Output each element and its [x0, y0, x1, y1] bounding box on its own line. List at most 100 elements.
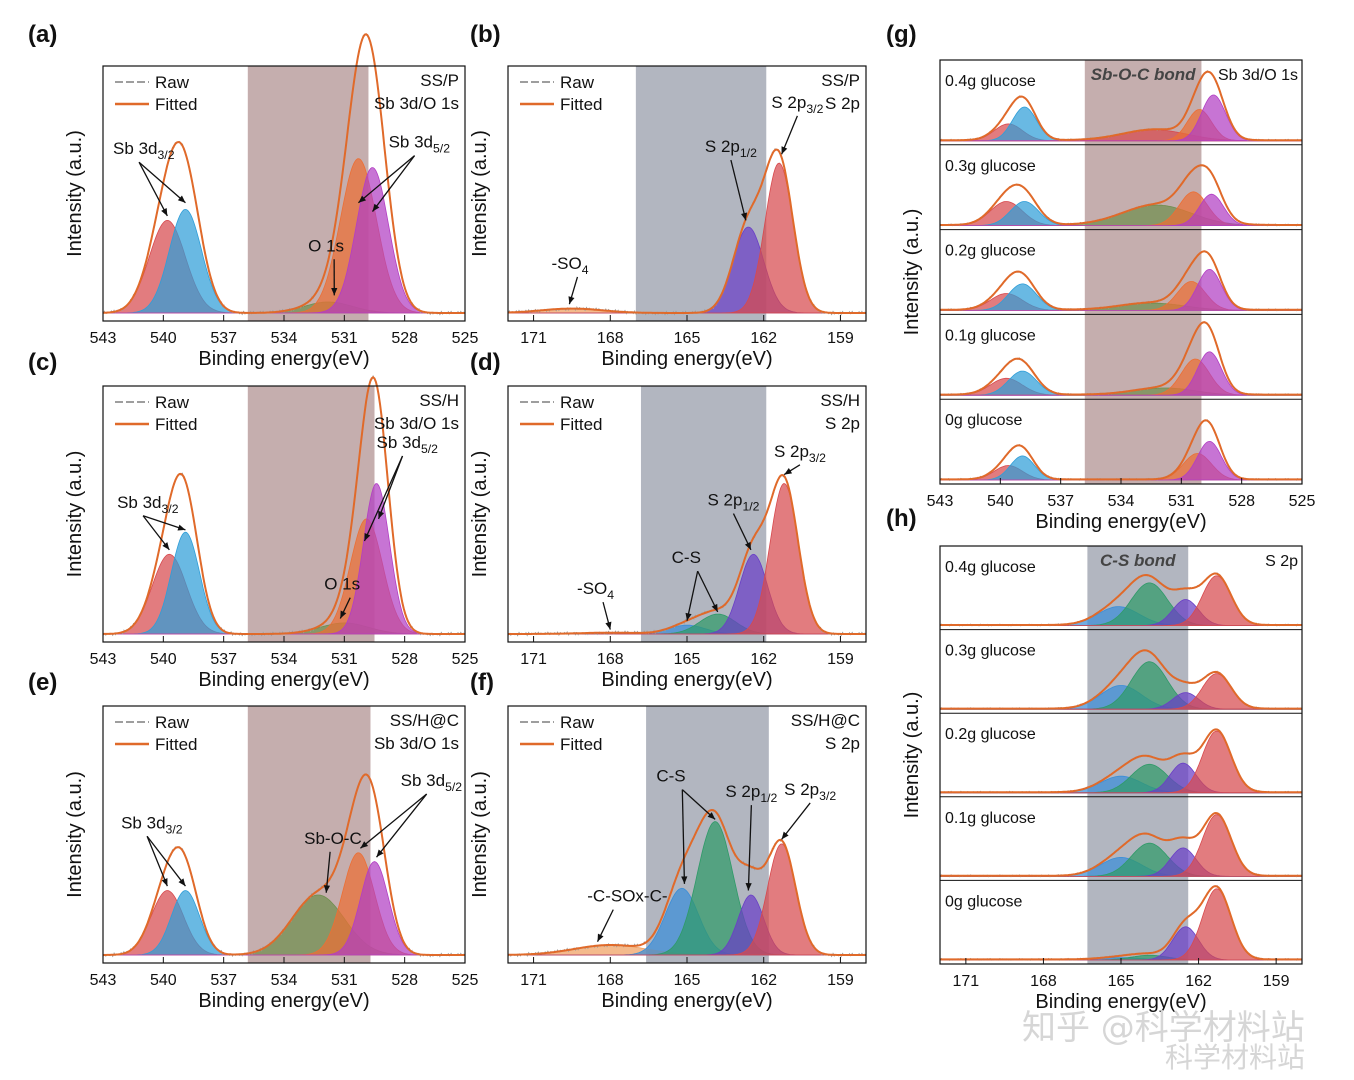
arrow-head: [568, 296, 575, 305]
region-label: Sb 3d/O 1s: [1218, 67, 1298, 84]
legend-fitted-label: Fitted: [155, 95, 198, 114]
x-tick-label: 534: [271, 972, 298, 989]
x-tick-label: 543: [90, 972, 117, 989]
row-label: 0.2g glucose: [945, 726, 1036, 743]
x-tick-label: 165: [674, 972, 701, 989]
fitted-line: [940, 164, 1302, 226]
annotation-arrow: [781, 802, 811, 840]
legend-raw-label: Raw: [560, 713, 595, 732]
stack-row: 0g glucose: [939, 879, 1303, 961]
y-axis-label: Intensity (a.u.): [64, 451, 86, 578]
fitted-line: [940, 321, 1302, 396]
panel-a: Raw Fitted SS/P Sb 3d/O 1s Sb 3d3/2 Sb 3d5/2 O…: [28, 21, 478, 370]
arrow-head: [781, 831, 789, 840]
watermark-main: 知乎 @科学材料站: [1022, 1008, 1305, 1048]
x-tick-label: 162: [1185, 973, 1212, 990]
annotation-arrow: [747, 805, 753, 891]
x-tick-label: 171: [520, 651, 547, 668]
annotation-arrow: [697, 570, 719, 613]
x-tick-label: 159: [827, 972, 854, 989]
x-tick-label: 159: [1263, 973, 1290, 990]
x-tick-label: 540: [150, 972, 177, 989]
arrow-head: [605, 621, 612, 630]
x-tick-label: 531: [331, 330, 358, 347]
sample-label: SS/H@C: [390, 711, 459, 730]
x-tick-label: 168: [1030, 973, 1057, 990]
highlight-band: [1084, 60, 1202, 484]
fit-peak: [940, 351, 1302, 396]
arrow-head: [161, 878, 168, 887]
arrow-head: [360, 841, 369, 849]
x-tick-label: 528: [391, 330, 418, 347]
x-tick-label: 534: [271, 330, 298, 347]
row-label: 0.2g glucose: [945, 243, 1036, 260]
x-tick-label: 525: [452, 972, 479, 989]
arrow-head: [323, 885, 331, 893]
peak-annotation: -SO4: [577, 579, 614, 602]
arrow-head: [597, 933, 604, 942]
region-label: Sb 3d/O 1s: [374, 94, 459, 113]
panel-label: (a): [28, 21, 57, 48]
legend-fitted-label: Fitted: [560, 95, 603, 114]
x-axis-label: Binding energy(eV): [198, 990, 369, 1012]
stack-row: 0.2g glucose: [939, 229, 1303, 312]
sample-label: SS/H: [820, 391, 860, 410]
x-tick-label: 525: [452, 651, 479, 668]
panel-label: (b): [470, 21, 501, 48]
sample-label: SS/H: [419, 391, 459, 410]
annotation-arrow: [681, 789, 716, 820]
row-label: 0.1g glucose: [945, 810, 1036, 827]
x-tick-label: 168: [597, 972, 624, 989]
region-label: S 2p: [825, 734, 860, 753]
panel-label: (e): [28, 669, 57, 696]
x-tick-label: 165: [674, 330, 701, 347]
panel-b: Raw Fitted SS/P S 2p -SO4 S 2p1/2 S 2p3/2 171 16…: [469, 21, 867, 370]
legend-raw-label: Raw: [155, 73, 190, 92]
x-tick-label: 540: [150, 330, 177, 347]
annotation-arrow: [686, 571, 699, 621]
stack-row: 0.3g glucose: [939, 144, 1303, 227]
fitted-line: [940, 649, 1302, 710]
peak-annotation: Sb 3d3/2: [117, 493, 179, 516]
x-axis-label: Binding energy(eV): [1035, 991, 1206, 1013]
x-tick-label: 165: [1108, 973, 1135, 990]
annotation-arrow: [142, 515, 186, 531]
legend-raw-label: Raw: [560, 73, 595, 92]
fitted-line: [102, 376, 465, 635]
arrow-head: [681, 876, 688, 884]
x-tick-label: 537: [1047, 493, 1074, 510]
peak-annotation: C-S: [672, 548, 701, 567]
arrow-head: [707, 812, 716, 820]
arrow-head: [784, 468, 793, 475]
x-tick-label: 540: [987, 493, 1014, 510]
sample-label: SS/P: [420, 71, 459, 90]
fitted-line: [940, 811, 1302, 877]
stack-row: 0.4g glucose: [939, 70, 1303, 142]
region-label: Sb 3d/O 1s: [374, 414, 459, 433]
x-tick-label: 540: [150, 651, 177, 668]
x-tick-label: 165: [674, 651, 701, 668]
arrow-head: [161, 207, 168, 216]
y-axis-label: Intensity (a.u.): [901, 692, 923, 819]
arrow-head: [744, 541, 751, 550]
x-tick-label: 531: [331, 972, 358, 989]
arrow-head: [178, 878, 186, 887]
fitted-line: [507, 148, 866, 314]
annotation-arrow: [138, 161, 168, 217]
panel-label: (h): [886, 505, 917, 532]
sample-label: SS/H@C: [791, 711, 860, 730]
annotation-arrow: [138, 161, 186, 204]
fitted-line: [940, 728, 1302, 794]
annotation-arrow: [376, 793, 428, 858]
watermark-sub: 科学材料站: [1165, 1041, 1306, 1074]
x-tick-label: 171: [520, 972, 547, 989]
x-tick-label: 528: [391, 651, 418, 668]
x-tick-label: 162: [750, 651, 777, 668]
region-label: Sb 3d/O 1s: [374, 734, 459, 753]
panel-label: (f): [470, 669, 494, 696]
x-tick-label: 171: [520, 330, 547, 347]
peak-annotation: S 2p3/2: [774, 442, 826, 465]
panel-c: Raw Fitted SS/H Sb 3d/O 1s Sb 3d3/2 Sb 3d5/2 O…: [28, 349, 478, 691]
fitted-line: [940, 885, 1302, 961]
x-tick-label: 534: [271, 651, 298, 668]
